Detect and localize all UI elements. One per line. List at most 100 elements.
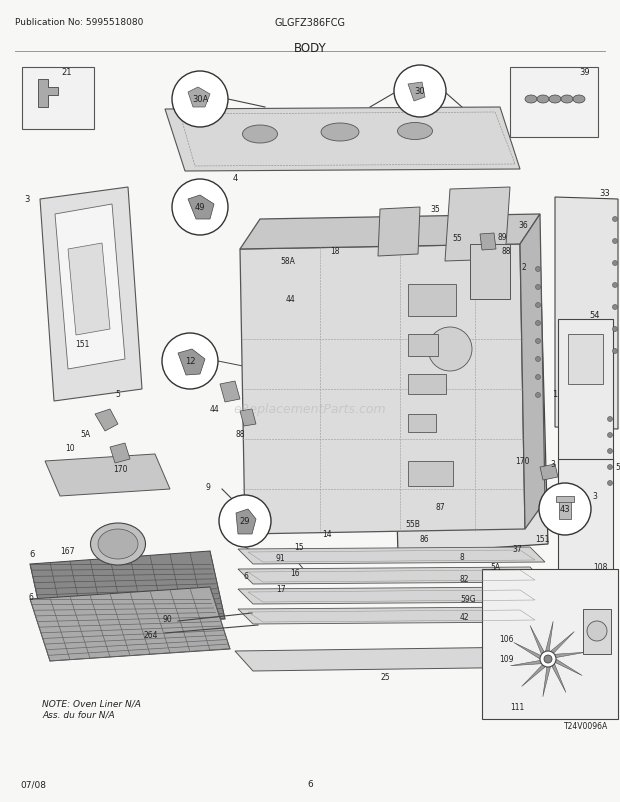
Text: 86: 86 xyxy=(420,535,430,544)
Circle shape xyxy=(608,449,613,454)
Polygon shape xyxy=(188,88,210,107)
Ellipse shape xyxy=(525,96,537,104)
Text: 82: 82 xyxy=(460,575,469,584)
Polygon shape xyxy=(38,80,58,107)
Polygon shape xyxy=(445,188,510,261)
Text: 264: 264 xyxy=(143,630,158,640)
Polygon shape xyxy=(521,659,548,687)
Text: 54: 54 xyxy=(590,310,600,320)
Ellipse shape xyxy=(537,96,549,104)
Bar xyxy=(556,496,574,502)
Text: 1: 1 xyxy=(552,390,557,399)
Text: 29: 29 xyxy=(240,516,250,526)
Polygon shape xyxy=(530,626,548,659)
Polygon shape xyxy=(238,567,545,585)
Polygon shape xyxy=(555,198,618,429)
Text: 49: 49 xyxy=(195,203,205,213)
Text: 109: 109 xyxy=(500,654,514,664)
Bar xyxy=(408,461,453,486)
Text: GLGFZ386FCG: GLGFZ386FCG xyxy=(275,18,345,28)
Text: 2: 2 xyxy=(522,263,527,272)
Circle shape xyxy=(608,465,613,470)
Polygon shape xyxy=(240,215,540,249)
Circle shape xyxy=(613,327,618,332)
Polygon shape xyxy=(520,215,545,529)
Text: 30A: 30A xyxy=(192,95,208,104)
Bar xyxy=(558,320,613,464)
Polygon shape xyxy=(543,659,551,697)
Polygon shape xyxy=(45,455,170,496)
Text: 42: 42 xyxy=(460,613,469,622)
Text: 10: 10 xyxy=(65,444,74,452)
Circle shape xyxy=(613,239,618,244)
Circle shape xyxy=(539,484,591,535)
Ellipse shape xyxy=(242,126,278,144)
Circle shape xyxy=(536,267,541,272)
Text: 30: 30 xyxy=(415,87,425,96)
Circle shape xyxy=(536,286,541,290)
Bar xyxy=(583,610,611,654)
Text: 14: 14 xyxy=(322,530,332,539)
Ellipse shape xyxy=(98,529,138,559)
Text: eReplacementParts.com: eReplacementParts.com xyxy=(234,403,386,416)
Text: 5A: 5A xyxy=(80,430,90,439)
Polygon shape xyxy=(110,444,130,464)
Bar xyxy=(408,375,446,395)
Text: 55: 55 xyxy=(452,233,462,243)
Circle shape xyxy=(536,303,541,308)
Polygon shape xyxy=(68,244,110,335)
Text: 07/08: 07/08 xyxy=(20,780,46,788)
Circle shape xyxy=(540,651,556,667)
Polygon shape xyxy=(238,607,545,624)
Polygon shape xyxy=(240,245,525,534)
Polygon shape xyxy=(540,464,558,480)
Polygon shape xyxy=(548,659,582,676)
Text: Publication No: 5995518080: Publication No: 5995518080 xyxy=(15,18,143,27)
Circle shape xyxy=(613,349,618,354)
Circle shape xyxy=(613,283,618,288)
Text: 15: 15 xyxy=(294,543,304,552)
Text: 6: 6 xyxy=(307,780,313,788)
Text: 5A: 5A xyxy=(490,562,500,571)
Polygon shape xyxy=(30,551,225,632)
Text: BODY: BODY xyxy=(294,42,326,55)
Circle shape xyxy=(536,393,541,398)
Text: 151: 151 xyxy=(75,340,89,349)
Ellipse shape xyxy=(321,124,359,142)
Text: 170: 170 xyxy=(515,457,530,466)
Text: 111: 111 xyxy=(510,702,525,711)
Polygon shape xyxy=(188,196,214,220)
Ellipse shape xyxy=(549,96,561,104)
Circle shape xyxy=(613,261,618,266)
Polygon shape xyxy=(482,569,618,719)
Bar xyxy=(510,68,598,138)
Text: 3: 3 xyxy=(25,195,30,204)
Bar xyxy=(558,460,613,579)
Text: 16: 16 xyxy=(290,569,299,577)
Text: 55B: 55B xyxy=(405,520,420,529)
Bar xyxy=(408,334,438,357)
Circle shape xyxy=(608,433,613,438)
Polygon shape xyxy=(95,410,118,431)
Circle shape xyxy=(608,481,613,486)
Text: 6: 6 xyxy=(30,550,35,559)
Text: 44: 44 xyxy=(285,295,295,304)
Text: 17: 17 xyxy=(276,585,286,593)
Text: 5: 5 xyxy=(115,390,120,399)
Circle shape xyxy=(394,66,446,118)
Text: 88: 88 xyxy=(235,429,245,439)
Circle shape xyxy=(608,417,613,422)
Circle shape xyxy=(172,180,228,236)
Bar xyxy=(22,68,94,130)
Ellipse shape xyxy=(91,524,146,565)
Polygon shape xyxy=(238,587,545,604)
Bar xyxy=(470,245,510,300)
Text: 90: 90 xyxy=(162,615,172,624)
Text: 12: 12 xyxy=(185,357,195,366)
Text: 151: 151 xyxy=(535,535,549,544)
Polygon shape xyxy=(238,547,545,565)
Polygon shape xyxy=(178,350,205,375)
Text: 21: 21 xyxy=(61,68,72,77)
Circle shape xyxy=(536,357,541,362)
Polygon shape xyxy=(548,632,574,659)
